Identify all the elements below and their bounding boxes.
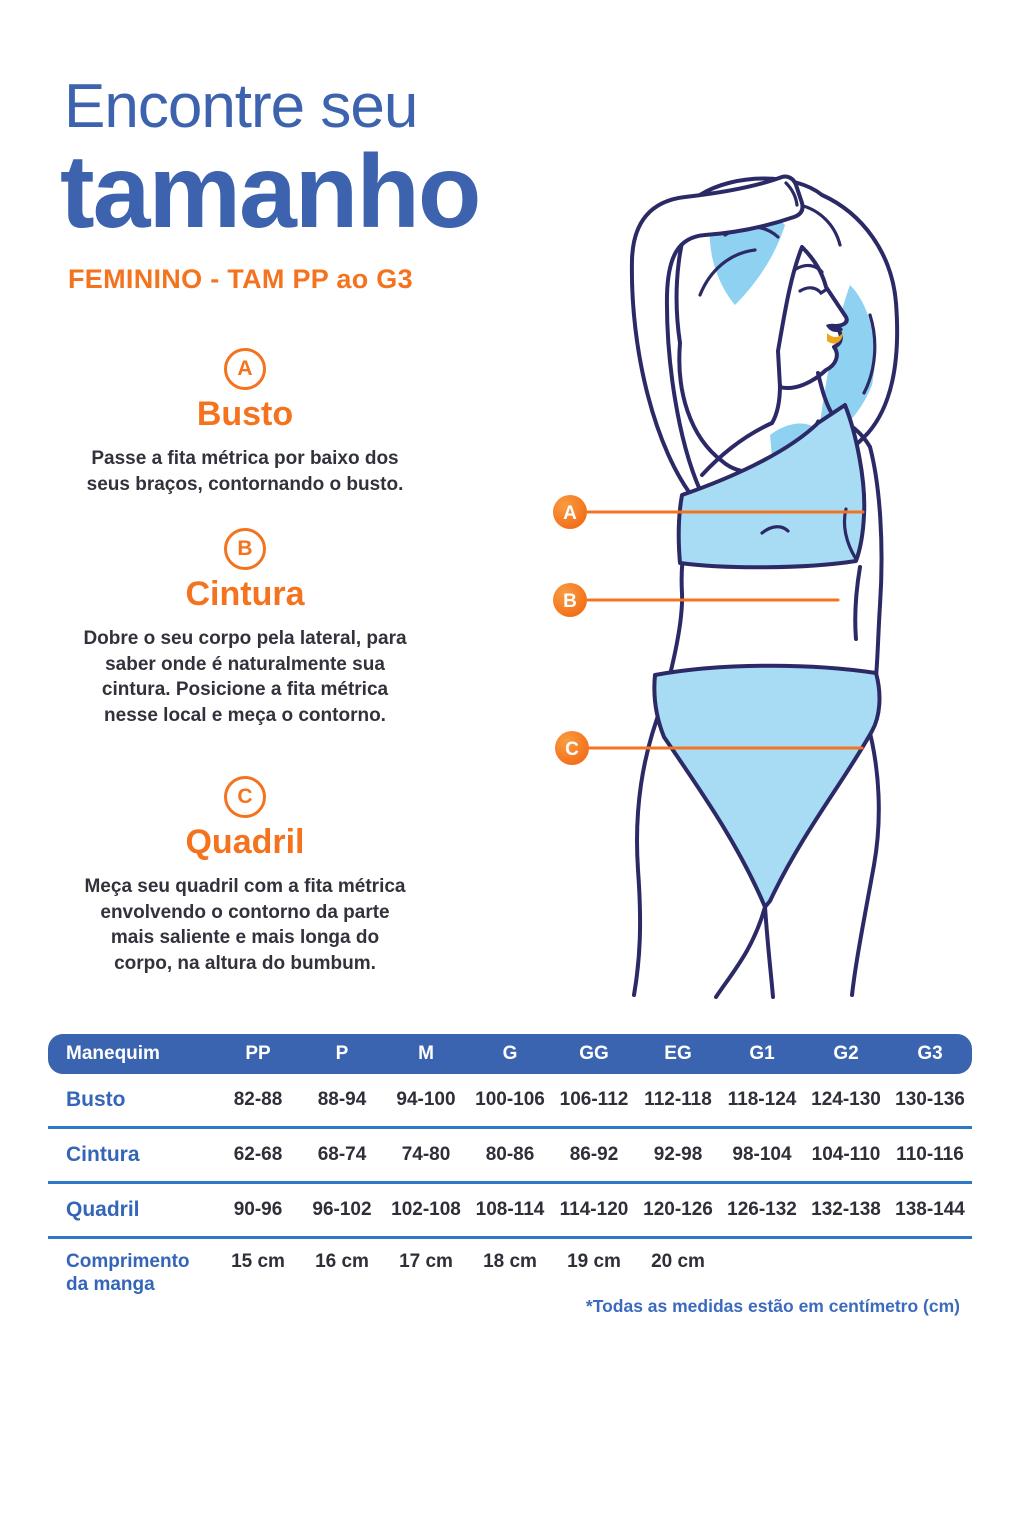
table-cell: 126-132 [727,1199,797,1220]
table-row: Busto 82-88 88-94 94-100 100-106 106-112 112-1… [48,1074,972,1129]
marker-busto: A [553,495,865,529]
table-cell: 114-120 [559,1199,629,1220]
table-cell: 80-86 [485,1144,535,1165]
measure-title-cintura: Cintura [185,575,305,613]
table-cell: 90-96 [233,1199,283,1220]
table-cell: 98-104 [732,1144,792,1165]
page-title-line1: Encontre seu [64,72,418,141]
column-header: M [418,1043,434,1064]
table-cell: 112-118 [644,1089,712,1110]
column-header: G [502,1043,518,1064]
marker-cintura: B [553,583,840,617]
table-cell: 68-74 [317,1144,367,1165]
badge-c-icon: C [224,776,266,818]
measure-section-busto: A Busto Passe a fita métrica por baixo d… [70,348,420,497]
column-header: G1 [749,1043,775,1064]
measure-desc-cintura: Dobre o seu corpo pela lateral, para sab… [83,628,407,726]
row-label: Cintura [66,1143,140,1167]
table-footnote: *Todas as medidas estão em centímetro (c… [585,1296,960,1316]
table-cell: 118-124 [727,1089,797,1110]
table-cell: 138-144 [895,1199,965,1220]
table-body: Busto 82-88 88-94 94-100 100-106 106-112 112-1… [48,1074,972,1323]
measure-section-quadril: C Quadril Meça seu quadril com a fita mé… [70,776,420,977]
page-title-line2: tamanho [60,134,481,250]
table-cell: 106-112 [559,1089,629,1110]
table-cell: 120-126 [643,1199,713,1220]
table-cell: 86-92 [569,1144,619,1165]
upper-lip [826,323,843,333]
column-header: PP [245,1043,271,1064]
marker-a-circle [553,495,587,529]
measure-title-busto: Busto [196,395,294,433]
table-cell: 108-114 [475,1199,545,1220]
woman-illustration: A B C [550,165,1010,1015]
marker-c-circle [555,731,589,765]
table-cell: 20 cm [651,1251,705,1272]
table-cell: 92-98 [653,1144,703,1165]
table-cell: 130-136 [895,1089,965,1110]
page-subtitle: FEMININO - TAM PP ao G3 [68,264,413,294]
column-header: P [335,1043,349,1064]
size-table: Manequim PP P M G GG EG G1 G2 G3 Busto 82-88 88-94 9… [48,1034,972,1323]
table-cell: 88-94 [317,1089,367,1110]
column-header-label: Manequim [66,1043,160,1064]
face [776,245,849,390]
bottom-garment [652,663,882,909]
table-cell: 110-116 [896,1144,964,1165]
table-cell: 100-106 [475,1089,545,1110]
table-cell: 104-110 [811,1144,881,1165]
table-cell: 17 cm [399,1251,453,1272]
table-cell: 132-138 [811,1199,881,1220]
table-cell: 102-108 [391,1199,461,1220]
table-cell: 16 cm [315,1251,369,1272]
table-row: Cintura 62-68 68-74 74-80 80-86 86-92 92-98 98-… [48,1129,972,1184]
woman-figure-svg: A B C [553,174,900,999]
table-cell: 94-100 [396,1089,456,1110]
marker-c-letter: C [565,739,579,760]
table-cell: 15 cm [231,1251,285,1272]
column-header: GG [579,1043,609,1064]
table-row: Quadril 90-96 96-102 102-108 108-114 114-120 1… [48,1184,972,1239]
badge-b-icon: B [224,528,266,570]
measure-desc-busto: Passe a fita métrica por baixo dos seus … [86,448,404,495]
column-header: EG [664,1043,692,1064]
marker-b-letter: B [563,591,577,612]
column-header: G3 [917,1043,943,1064]
top-garment [676,403,867,570]
table-cell: 96-102 [312,1199,372,1220]
legs [632,703,881,999]
row-label: Comprimento da manga [66,1251,190,1295]
table-cell: 18 cm [483,1251,537,1272]
row-label: Busto [66,1088,126,1112]
column-header: G2 [833,1043,859,1064]
lower-lip [827,332,843,344]
marker-a-letter: A [563,503,577,524]
table-cell: 124-130 [811,1089,881,1110]
row-label: Quadril [66,1198,140,1222]
table-row: Comprimento da manga 15 cm 16 cm 17 cm 18 cm… [48,1239,972,1323]
badge-a-icon: A [224,348,266,390]
table-cell: 74-80 [401,1144,451,1165]
table-cell: 62-68 [233,1144,283,1165]
measure-desc-quadril: Meça seu quadril com a fita métrica envo… [84,876,406,974]
measure-title-quadril: Quadril [185,823,305,861]
marker-quadril: C [555,731,864,765]
table-cell: 19 cm [567,1251,621,1272]
table-header-row: Manequim PP P M G GG EG G1 G2 G3 [48,1034,972,1074]
table-cell: 82-88 [233,1089,283,1110]
measure-section-cintura: B Cintura Dobre o seu corpo pela lateral… [70,528,420,729]
marker-b-circle [553,583,587,617]
